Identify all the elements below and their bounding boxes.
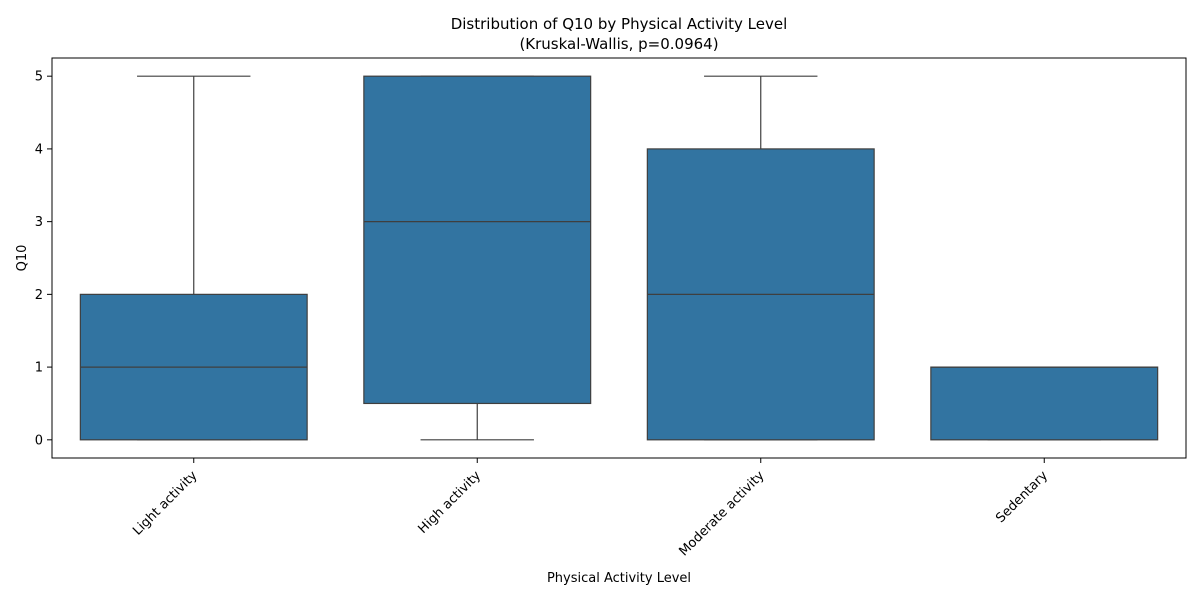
y-tick-label: 5 [35, 70, 43, 85]
x-tick-label: Sedentary [993, 468, 1051, 526]
x-tick-label: High activity [416, 468, 485, 537]
y-tick-label: 3 [35, 215, 43, 230]
box-1 [363, 75, 592, 441]
box-iqr [930, 366, 1159, 441]
y-tick-label: 0 [35, 433, 43, 448]
box-iqr [363, 75, 592, 405]
box-3 [930, 366, 1159, 441]
box-0 [79, 75, 308, 441]
chart-subtitle: (Kruskal-Wallis, p=0.0964) [519, 35, 718, 53]
plot-area [79, 75, 1159, 441]
y-axis: 0 1 2 3 4 5 [35, 70, 52, 448]
x-axis-label: Physical Activity Level [547, 571, 691, 586]
box-2 [646, 75, 875, 441]
y-tick-label: 1 [35, 361, 43, 376]
plot-frame [51, 57, 1187, 459]
y-tick-label: 2 [35, 288, 43, 303]
x-tick-label: Light activity [130, 468, 201, 539]
chart-title: Distribution of Q10 by Physical Activity… [451, 15, 788, 33]
x-tick-label: Moderate activity [676, 468, 767, 559]
y-axis-label: Q10 [15, 245, 30, 272]
x-axis: Light activity High activity Moderate acti… [130, 458, 1051, 559]
y-tick-label: 4 [35, 142, 43, 157]
